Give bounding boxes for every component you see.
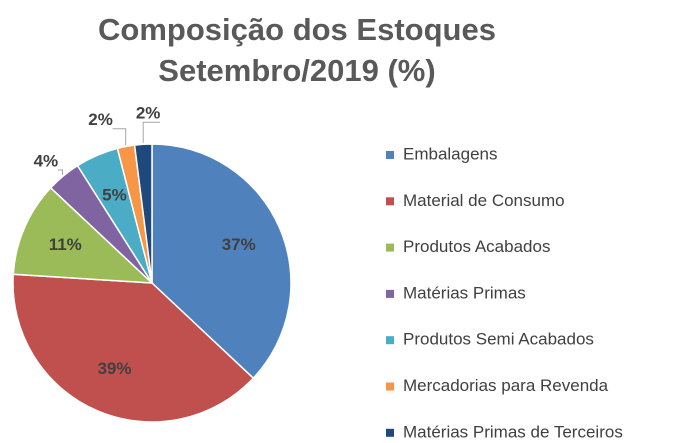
legend-label: Produtos Acabados [403,237,550,256]
chart-title: Setembro/2019 (%) [158,53,435,88]
legend-label: Material de Consumo [403,191,565,210]
data-label: 11% [49,235,82,254]
legend-swatch [386,243,394,252]
legend-swatch [386,336,394,345]
data-label: 4% [34,151,59,170]
legend-label: Matérias Primas de Terceiros [403,422,623,441]
data-label: 2% [88,110,113,129]
leader-line [57,169,64,175]
legend-swatch [386,289,394,298]
pie-slice [133,143,153,284]
chart-title: Composição dos Estoques [98,12,496,47]
data-label: 2% [136,104,161,123]
legend-swatch [386,382,394,391]
legend-label: Produtos Semi Acabados [403,330,594,349]
legend-label: Embalagens [403,144,498,163]
pie-slice [12,186,155,284]
legend-label: Mercadorias para Revenda [403,376,609,395]
data-label: 39% [97,359,131,378]
legend-swatch [386,151,394,159]
leader-line [112,128,127,146]
pie-slice [12,273,255,423]
legend-label: Matérias Primas [403,283,526,302]
legend-swatch [386,197,394,206]
legend-swatch [386,428,394,437]
pie-slice [151,143,292,380]
leader-line [142,121,161,143]
data-label: 37% [222,235,256,254]
data-label: 5% [102,186,127,205]
